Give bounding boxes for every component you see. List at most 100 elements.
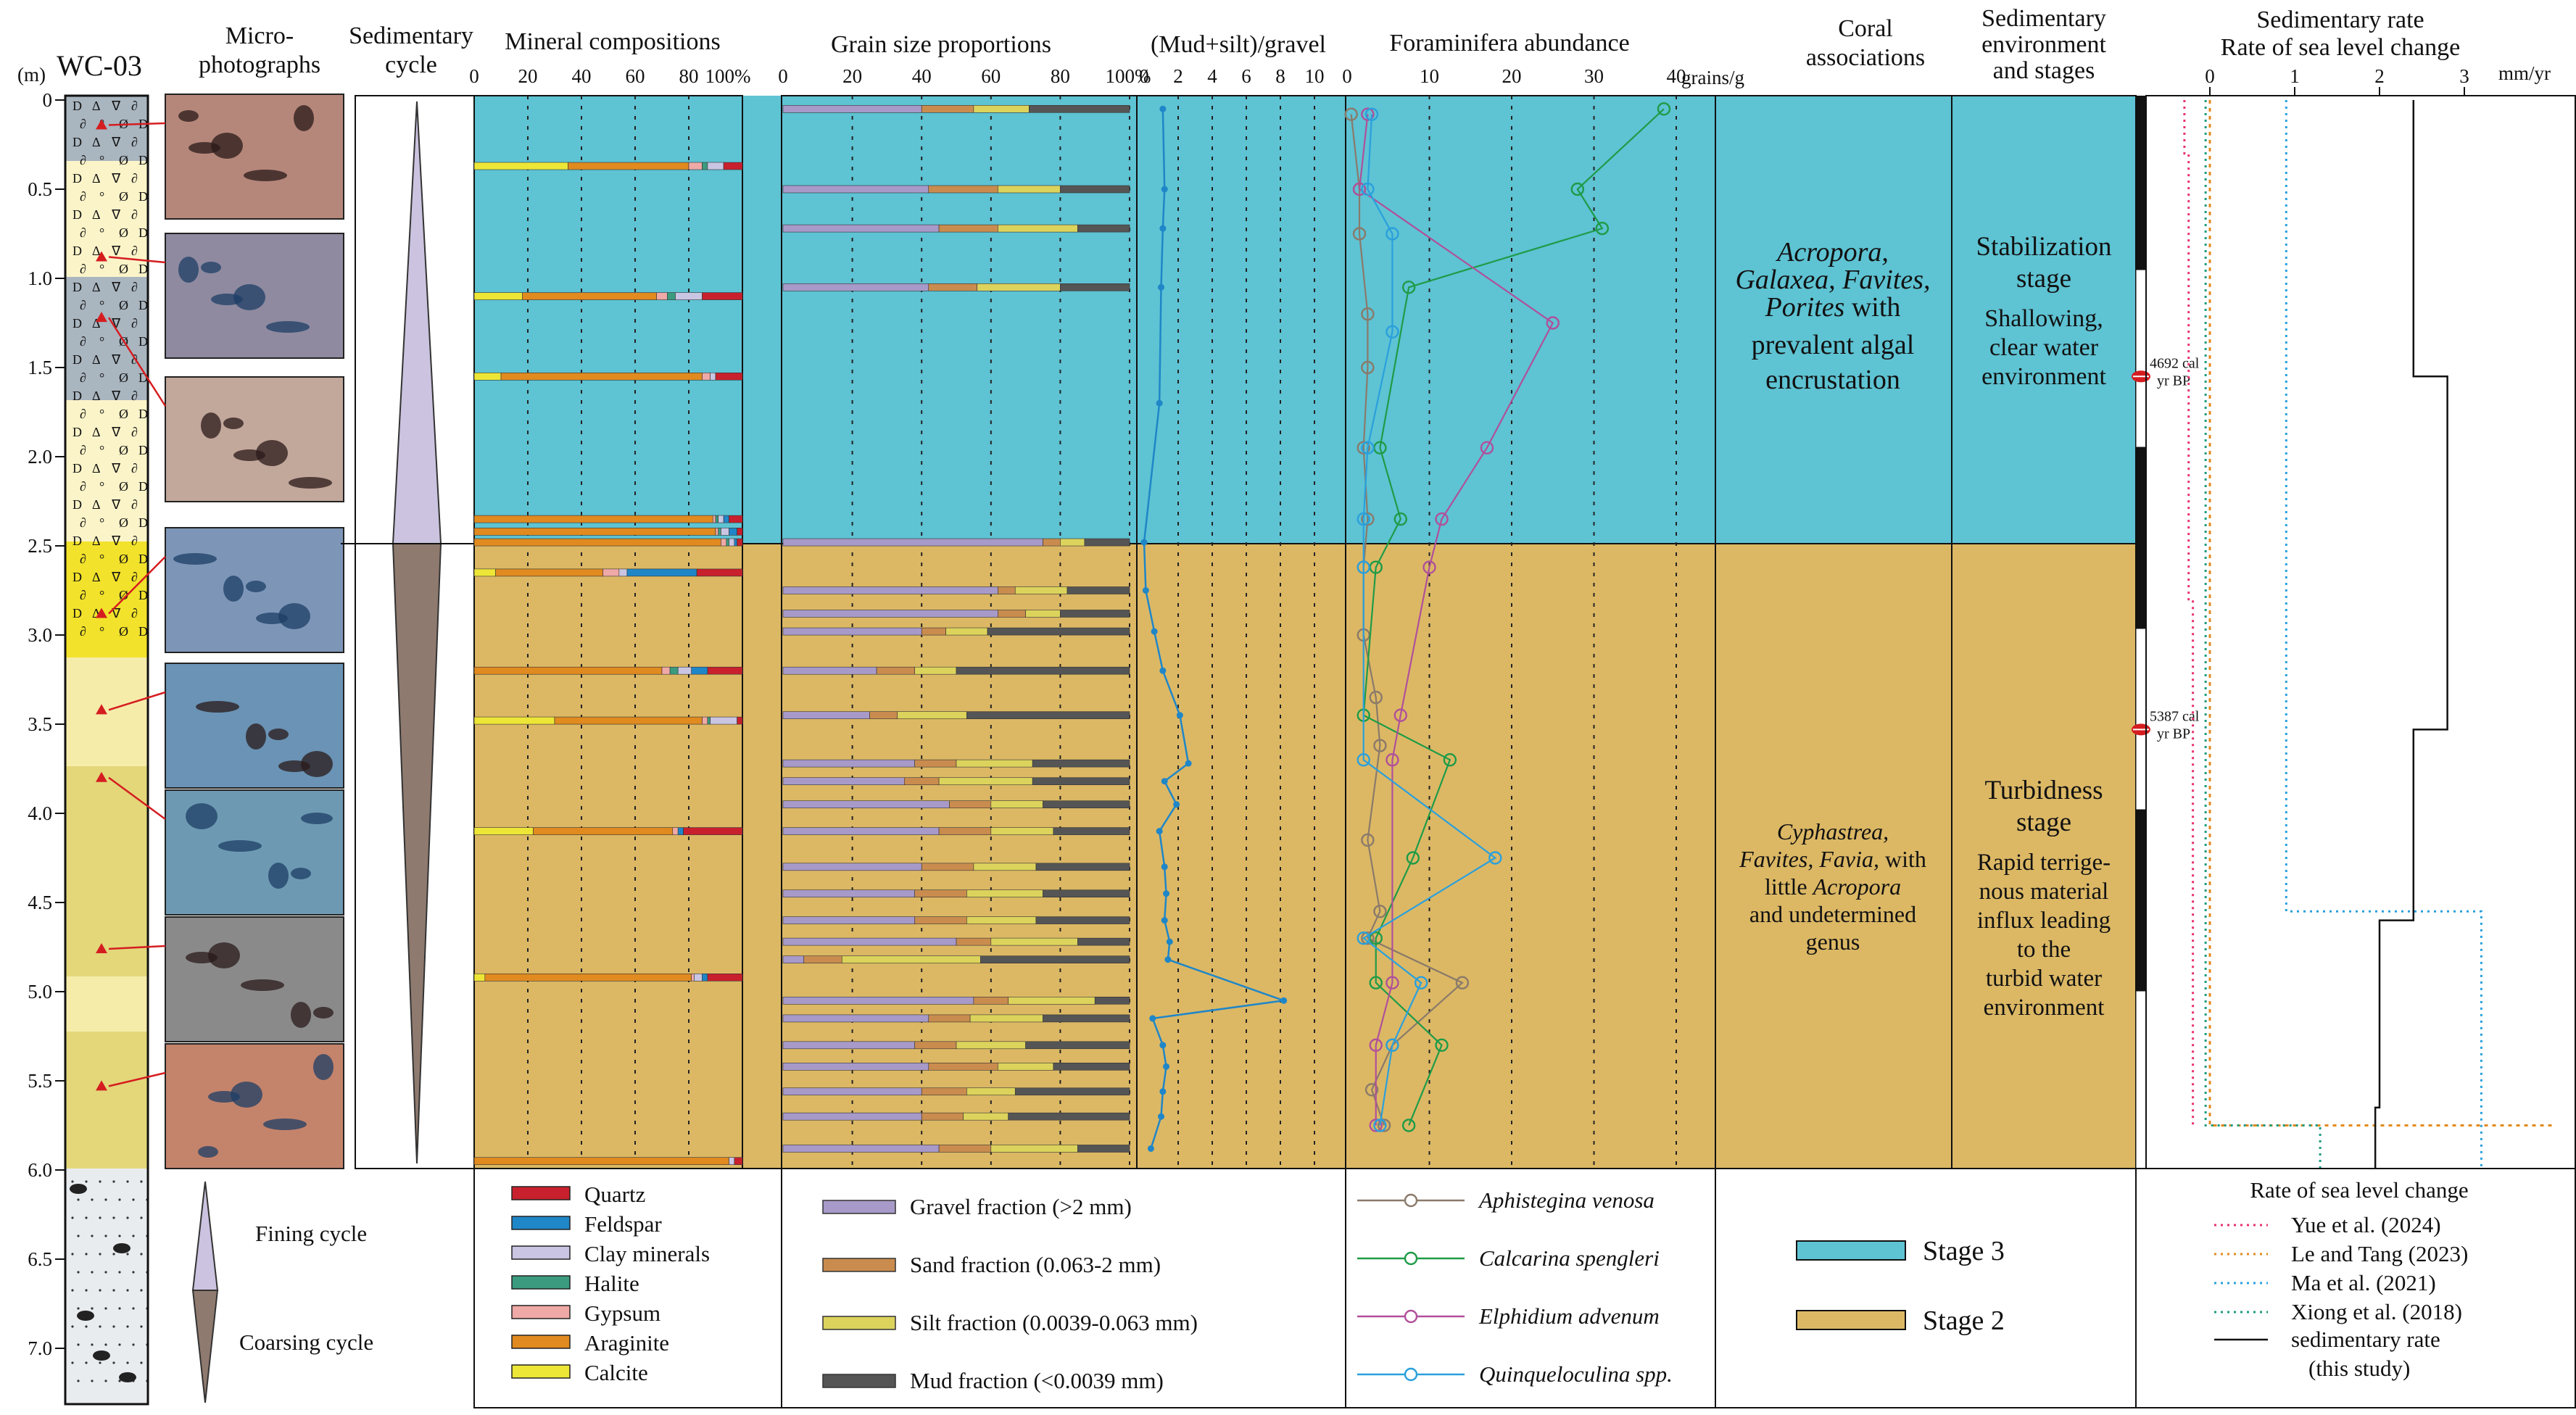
fining-legend-label: Fining cycle xyxy=(255,1221,367,1246)
ratio-point xyxy=(1161,778,1168,785)
litho-glyph: Ø xyxy=(119,552,128,566)
grain-bar-segment xyxy=(921,863,974,871)
depth-tick-label: 6.0 xyxy=(28,1159,52,1181)
grain-bar-segment xyxy=(782,1014,929,1023)
micrograph-connector xyxy=(108,1071,166,1087)
coral-header-2: associations xyxy=(1806,44,1925,71)
foram-tick-label: 30 xyxy=(1584,65,1604,87)
rate-legend: Rate of sea level change Yue et al. (202… xyxy=(2214,1177,2469,1381)
grain-bar-segment xyxy=(1014,586,1068,594)
sample-marker xyxy=(96,251,107,262)
foram-point xyxy=(1570,182,1585,196)
mineral-bar-segment xyxy=(729,538,735,547)
litho-dot xyxy=(112,1253,115,1256)
litho-glyph: ∂ xyxy=(80,552,86,566)
litho-glyph: ᐁ xyxy=(112,171,121,186)
ratio-point xyxy=(1140,539,1148,546)
grain-bar-segment xyxy=(782,627,922,636)
grain-bar-segment xyxy=(1014,1087,1130,1096)
litho-dot xyxy=(112,1361,115,1364)
cycle-header-1: Sedimentary xyxy=(349,22,473,49)
litho-glyph: D xyxy=(73,207,82,222)
mineral-bar-segment xyxy=(554,716,703,725)
litho-dot xyxy=(91,1343,94,1346)
grain-bar-segment xyxy=(1060,185,1130,194)
mineral-bar-segment xyxy=(677,827,684,835)
mineral-bar-segment xyxy=(707,716,711,725)
mineral-bar-segment xyxy=(702,716,708,725)
depth-axis: 0 0.5 1.0 1.5 2.0 2.5 3.0 3.5 4.0 4.5 5.0 5.5 6.0 6.5… xyxy=(28,89,65,1359)
coarsing-cycle-wedge xyxy=(392,543,442,1164)
grain-bar-segment xyxy=(921,627,946,636)
mineral-legend-label: Halite xyxy=(584,1271,639,1296)
litho-dot xyxy=(71,1361,74,1364)
grain-bar-segment xyxy=(782,800,950,808)
ratio-point xyxy=(1156,399,1163,407)
foram-point xyxy=(1361,307,1375,321)
grain-bar-segment xyxy=(782,889,915,897)
grain-bar-segment xyxy=(782,937,957,946)
micrograph-grain xyxy=(186,952,218,963)
litho-glyph: Δ xyxy=(92,425,101,439)
ratio-point xyxy=(1163,1063,1170,1070)
sample-marker xyxy=(96,607,107,618)
litho-glyph: D xyxy=(73,497,82,512)
litho-pebble xyxy=(70,1184,87,1194)
foram-point xyxy=(1352,182,1367,196)
litho-glyph: Δ xyxy=(92,352,101,367)
litho-sand xyxy=(65,1169,148,1404)
rate-legend-label: Yue et al. (2024) xyxy=(2291,1212,2441,1237)
grain-bar-segment xyxy=(998,185,1061,194)
litho-dot xyxy=(85,1361,88,1364)
mineral-bar-segment xyxy=(707,666,743,675)
micrograph-grain xyxy=(263,1119,307,1130)
grain-bar-segment xyxy=(1029,105,1130,113)
litho-glyph: Ø xyxy=(119,298,128,312)
litho-glyph: D xyxy=(73,280,82,294)
litho-glyph: ° xyxy=(99,334,104,349)
mineral-bar-segment xyxy=(696,568,743,577)
litho-glyph: Ø xyxy=(119,515,128,530)
mineral-bar-segment xyxy=(691,974,695,982)
foram-tick-label: 20 xyxy=(1502,65,1522,87)
micro-header-2: photographs xyxy=(199,51,320,78)
litho-glyph: ∂ xyxy=(80,515,86,530)
grain-bar-segment xyxy=(1084,538,1130,547)
mineral-bar-segment xyxy=(729,528,737,536)
grain-bar-segment xyxy=(803,955,842,964)
mineral-bar-segment xyxy=(473,827,534,835)
litho-glyph: ∂ xyxy=(80,117,86,131)
litho-glyph: D xyxy=(73,461,82,476)
grain-bar-segment xyxy=(914,666,957,675)
grain-bar-segment xyxy=(1008,1112,1130,1121)
litho-glyph: Δ xyxy=(92,570,101,584)
litho-dot xyxy=(126,1361,129,1364)
legend-stage-box xyxy=(1715,1168,2137,1408)
litho-dot xyxy=(77,1307,80,1310)
grain-bar-segment xyxy=(938,1145,992,1153)
env-s2-line6: to the xyxy=(2017,937,2071,963)
grain-bar-segment xyxy=(782,538,1043,547)
litho-dot xyxy=(118,1235,121,1237)
rate-legend-label: (this study) xyxy=(2308,1356,2410,1381)
mineral-bar-segment xyxy=(712,515,716,523)
litho-glyph: D xyxy=(73,606,82,621)
foram-tick-label: 40 xyxy=(1667,65,1686,87)
coral-s3-with: with xyxy=(1844,292,1900,323)
depth-tick-label: 7.0 xyxy=(28,1337,52,1359)
foram-point xyxy=(1357,560,1370,574)
rate-tick-label: 0 xyxy=(2205,65,2215,87)
grain-bar-segment xyxy=(973,105,1030,113)
litho-glyph: ∂ xyxy=(80,298,86,312)
litho-glyph: ∂ xyxy=(80,334,86,349)
grain-bar-segment xyxy=(782,666,877,675)
litho-glyph: D xyxy=(138,262,148,276)
litho-glyph: ∂ xyxy=(80,189,86,204)
litho-glyph: ∂ xyxy=(131,280,138,294)
foram-legend-marker xyxy=(1404,1309,1418,1324)
litho-dot xyxy=(77,1198,80,1201)
rate-unit: mm/yr xyxy=(2498,62,2551,84)
grain-bar-segment xyxy=(1067,586,1130,594)
litho-glyph: ᐁ xyxy=(112,570,121,584)
litho-dot xyxy=(91,1235,94,1237)
